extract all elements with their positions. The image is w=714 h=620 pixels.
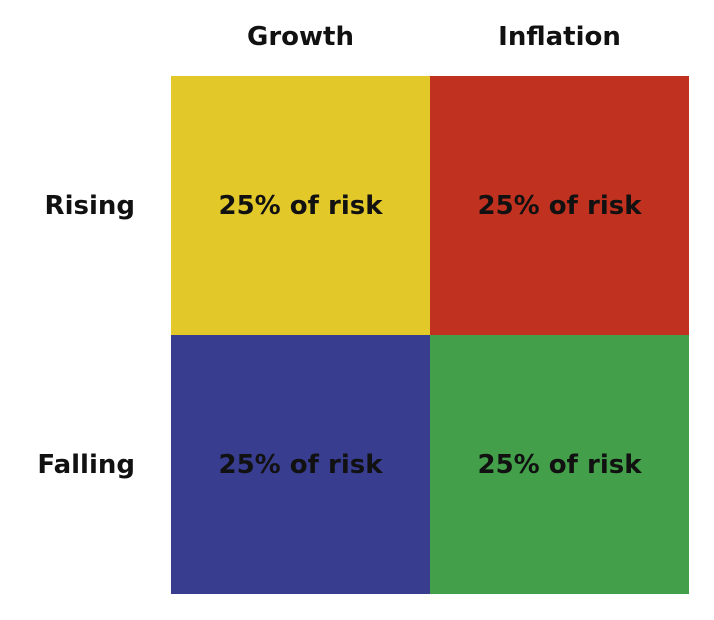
column-header: Growth [247,22,354,52]
grid-cell: 25% of risk [171,335,430,594]
grid-cell: 25% of risk [430,335,689,594]
grid-cell: 25% of risk [430,76,689,335]
row-header: Falling [37,449,135,480]
row-header: Rising [44,190,135,221]
column-header: Inflation [498,22,621,52]
grid-cell: 25% of risk [171,76,430,335]
